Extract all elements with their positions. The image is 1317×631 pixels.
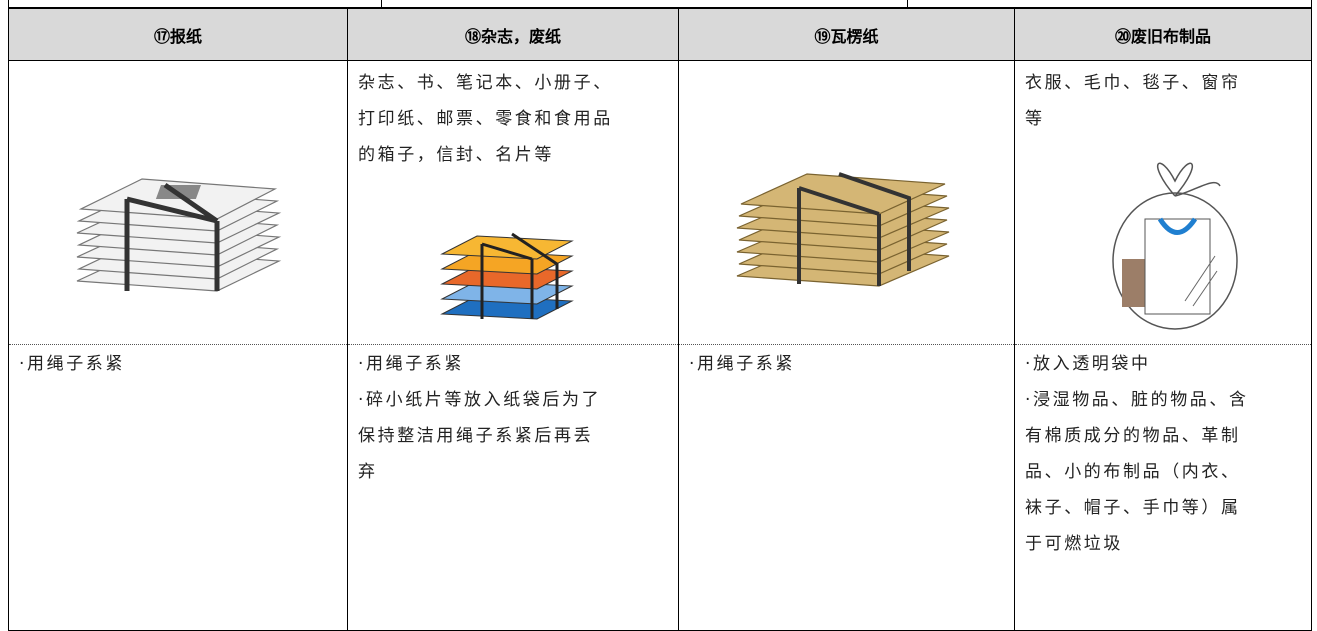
description-line: 衣服、毛巾、毯子、窗帘 [1025, 73, 1241, 93]
cell: 衣服、毛巾、毯子、窗帘等 [1014, 60, 1312, 345]
instruction-line: ·浸湿物品、脏的物品、含 [1025, 390, 1249, 410]
column-header: ⑳废旧布制品 [1014, 8, 1312, 61]
column-header: ⑰报纸 [8, 8, 348, 61]
instruction-line: 保持整洁用绳子系紧后再丢 [358, 426, 594, 446]
magazine-icon [440, 232, 574, 320]
cell [8, 60, 348, 345]
header-row: ⑰报纸 ⑱杂志，废纸 ⑲瓦楞纸 ⑳废旧布制品 [8, 8, 1312, 61]
instruction-line: ·碎小纸片等放入纸袋后为了 [358, 390, 602, 410]
text-row: ·用绳子系紧 ·用绳子系紧 ·碎小纸片等放入纸袋后为了 保持整洁用绳子系紧后再丢弃 ·用… [8, 344, 1312, 631]
instruction-line: 有棉质成分的物品、革制 [1025, 426, 1241, 446]
cardboard-icon [736, 172, 950, 287]
description-line: 的箱子，信封、名片等 [358, 145, 554, 165]
column-header: ⑲瓦楞纸 [678, 8, 1015, 61]
cell: ·用绳子系紧 [8, 344, 348, 631]
instruction-line: 于可燃垃圾 [1025, 534, 1123, 554]
description-line: 杂志、书、笔记本、小册子、 [358, 73, 613, 93]
cell: 杂志、书、笔记本、小册子、 打印纸、邮票、零食和食用品 的箱子，信封、名片等 [347, 60, 679, 345]
description-line: 等 [1025, 109, 1045, 129]
instruction-line: ·放入透明袋中 [1025, 354, 1151, 374]
cell: ·用绳子系紧 ·碎小纸片等放入纸袋后为了 保持整洁用绳子系紧后再丢弃 [347, 344, 679, 631]
instruction-line: ·用绳子系紧 [19, 354, 126, 374]
waste-table: ⑰报纸 ⑱杂志，废纸 ⑲瓦楞纸 ⑳废旧布制品 杂志、书、笔记本、小册子、 打印纸、邮票、… [8, 8, 1312, 631]
image-row: 杂志、书、笔记本、小册子、 打印纸、邮票、零食和食用品 的箱子，信封、名片等 衣服、… [8, 60, 1312, 345]
column-header: ⑱杂志，废纸 [347, 8, 679, 61]
cell: ·用绳子系紧 [678, 344, 1015, 631]
newspaper-icon [76, 178, 282, 292]
instruction-line: 袜子、帽子、手巾等）属 [1025, 498, 1241, 518]
cloth-bag-icon [1112, 162, 1238, 330]
instruction-line: ·用绳子系紧 [358, 354, 465, 374]
instruction-line: 品、小的布制品（内衣、 [1025, 462, 1241, 482]
cell [678, 60, 1015, 345]
instruction-line: 弃 [358, 462, 378, 482]
description-line: 打印纸、邮票、零食和食用品 [358, 109, 613, 129]
instruction-line: ·用绳子系紧 [689, 354, 796, 374]
cell: ·放入透明袋中 ·浸湿物品、脏的物品、含 有棉质成分的物品、革制 品、小的布制品（内衣… [1014, 344, 1312, 631]
